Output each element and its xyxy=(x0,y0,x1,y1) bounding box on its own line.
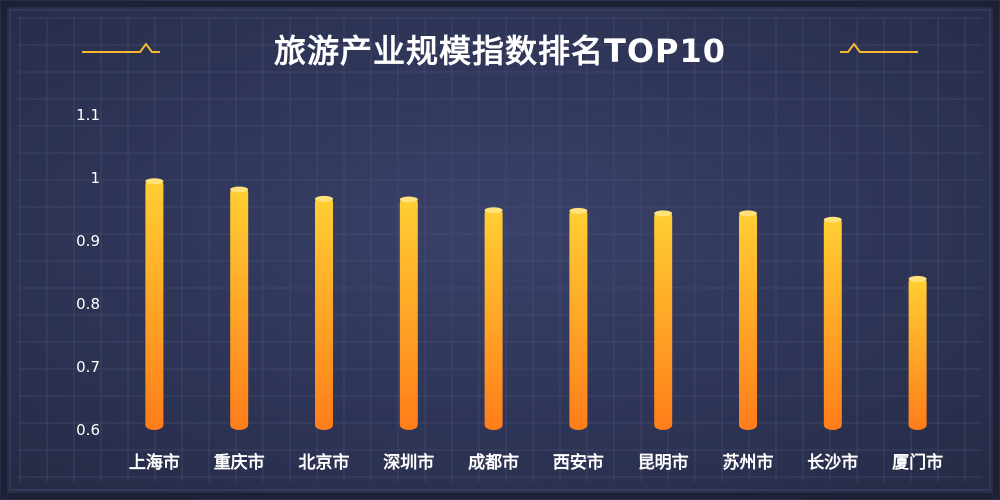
bar-body xyxy=(484,208,503,430)
category-label: 深圳市 xyxy=(383,452,434,473)
bar xyxy=(230,186,249,430)
chart-title: 旅游产业规模指数排名TOP10 xyxy=(274,32,726,70)
bar-cap xyxy=(823,216,842,223)
bar-cap xyxy=(654,210,673,217)
category-label: 长沙市 xyxy=(807,452,858,473)
bar-body xyxy=(908,276,927,430)
bar-cap xyxy=(908,275,927,282)
category-label: 厦门市 xyxy=(892,452,943,473)
bar xyxy=(823,216,842,430)
bar-body xyxy=(823,217,842,430)
bar-cap xyxy=(315,195,333,202)
title-ornament-left xyxy=(82,42,160,53)
bar-body xyxy=(230,187,249,430)
category-label: 成都市 xyxy=(468,452,519,473)
category-label: 昆明市 xyxy=(638,452,689,473)
bar xyxy=(739,210,757,430)
bar-body xyxy=(654,211,673,430)
y-tick-label: 0.9 xyxy=(76,232,100,250)
bar-body xyxy=(739,211,757,430)
category-label: 上海市 xyxy=(129,452,180,473)
y-tick-label: 1.1 xyxy=(76,106,100,124)
category-label: 北京市 xyxy=(299,452,350,473)
bar xyxy=(315,195,333,430)
y-tick-label: 0.8 xyxy=(76,295,100,313)
category-label: 苏州市 xyxy=(723,452,774,473)
bar-body xyxy=(399,197,418,430)
bar xyxy=(569,207,588,430)
bar xyxy=(908,275,927,430)
bar-cap xyxy=(569,207,588,214)
category-label: 西安市 xyxy=(553,452,604,473)
bars xyxy=(145,178,927,430)
bar xyxy=(484,207,503,430)
y-tick-label: 0.6 xyxy=(76,421,100,439)
category-label: 重庆市 xyxy=(214,452,265,473)
bar xyxy=(399,196,418,430)
x-axis-categories: 上海市 重庆市 北京市 深圳市 成都市 西安市 昆明市 苏州市 长沙市 厦门市 xyxy=(129,452,943,473)
bar-body xyxy=(569,208,588,430)
bar-cap xyxy=(739,210,757,217)
y-axis-ticks: 1.1 1 0.9 0.8 0.7 0.6 xyxy=(76,106,100,439)
chart-frame-inner xyxy=(9,9,991,491)
bar-body xyxy=(315,196,333,430)
bar xyxy=(654,210,673,430)
bar-cap xyxy=(145,178,164,185)
y-tick-label: 0.7 xyxy=(76,358,100,376)
bar-cap xyxy=(230,186,249,193)
bar xyxy=(145,178,164,430)
y-tick-label: 1 xyxy=(90,169,100,187)
title-ornament-right xyxy=(840,42,918,53)
bar-cap xyxy=(399,196,418,203)
bar-cap xyxy=(484,207,503,214)
bar-body xyxy=(145,179,164,430)
